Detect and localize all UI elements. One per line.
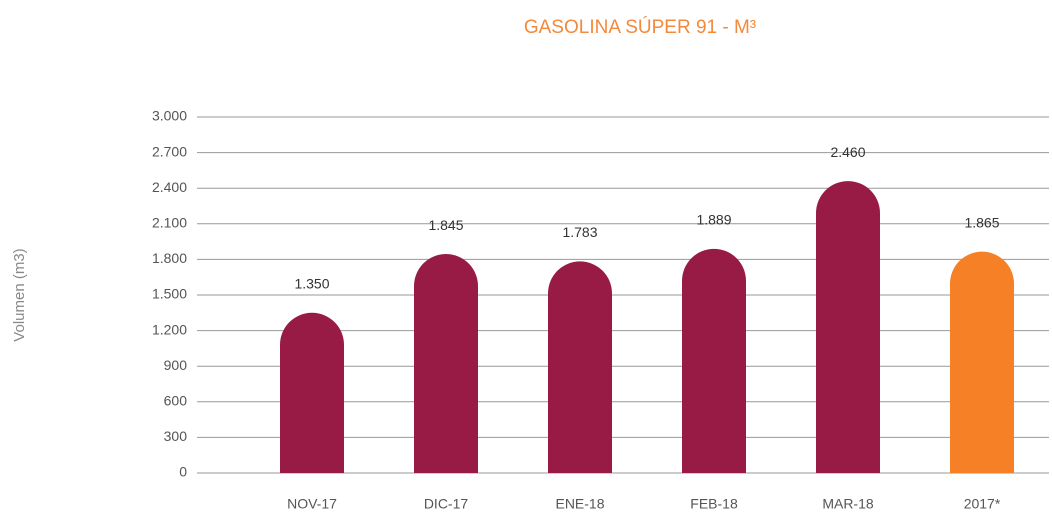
- bar: [548, 261, 612, 473]
- value-label: 1.350: [294, 276, 329, 292]
- x-tick-label: NOV-17: [287, 496, 337, 512]
- bar: [682, 248, 746, 473]
- x-tick-label: DIC-17: [424, 496, 469, 512]
- y-tick-label: 2.700: [152, 143, 187, 159]
- y-tick-label: 1.500: [152, 286, 187, 302]
- x-tick-label: MAR-18: [822, 496, 874, 512]
- y-tick-label: 0: [179, 464, 187, 480]
- y-tick-label: 300: [164, 428, 188, 444]
- chart-title: GASOLINA SÚPER 91 - M³: [524, 16, 756, 38]
- y-tick-label: 1.200: [152, 321, 187, 337]
- value-label: 1.865: [964, 214, 999, 230]
- y-axis-label: Volumen (m3): [11, 248, 28, 341]
- y-tick-label: 900: [164, 357, 188, 373]
- x-tick-label: ENE-18: [555, 496, 604, 512]
- bar: [414, 254, 478, 473]
- value-label: 1.845: [428, 217, 463, 233]
- y-tick-label: 1.800: [152, 250, 187, 266]
- x-tick-label: FEB-18: [690, 496, 738, 512]
- y-tick-label: 3.000: [152, 108, 187, 124]
- bar: [280, 312, 344, 473]
- y-tick-label: 2.400: [152, 179, 187, 195]
- y-tick-label: 600: [164, 393, 188, 409]
- bar: [816, 181, 880, 473]
- x-tick-label: 2017*: [964, 496, 1001, 512]
- y-tick-label: 2.100: [152, 215, 187, 231]
- value-label: 1.783: [562, 224, 597, 240]
- bar: [950, 251, 1014, 473]
- value-label: 1.889: [696, 212, 731, 228]
- value-label: 2.460: [830, 144, 865, 160]
